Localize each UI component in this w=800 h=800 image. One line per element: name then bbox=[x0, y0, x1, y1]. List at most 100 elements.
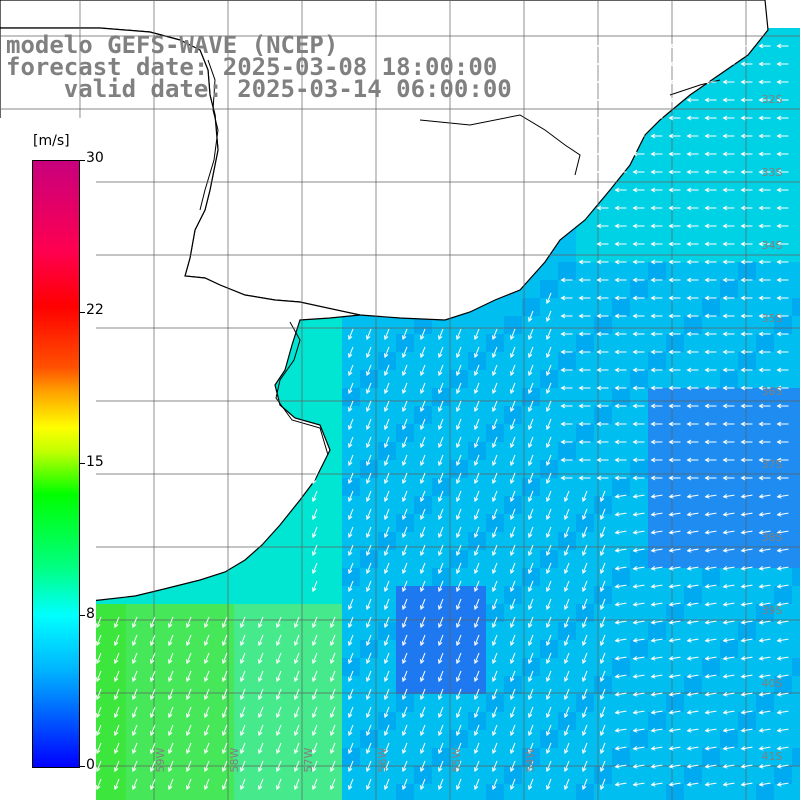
wind-arrow bbox=[419, 760, 426, 773]
wind-speed-cell bbox=[738, 694, 757, 713]
wind-speed-cell bbox=[216, 712, 235, 731]
wind-arrow bbox=[686, 746, 699, 751]
wind-speed-cell bbox=[720, 676, 739, 695]
wind-speed-cell bbox=[252, 730, 271, 749]
wind-speed-cell bbox=[630, 388, 649, 407]
wind-arrow bbox=[293, 634, 300, 647]
wind-speed-cell bbox=[576, 550, 595, 569]
wind-speed-cell bbox=[774, 388, 793, 407]
wind-arrow bbox=[95, 742, 102, 755]
wind-speed-cell bbox=[324, 730, 343, 749]
wind-speed-cell bbox=[774, 28, 793, 47]
wind-arrow bbox=[614, 566, 627, 571]
wind-arrow bbox=[383, 598, 390, 611]
wind-speed-cell bbox=[792, 244, 800, 263]
wind-arrow bbox=[131, 724, 138, 737]
wind-arrow bbox=[437, 490, 444, 503]
wind-arrow bbox=[668, 692, 681, 697]
wind-arrow bbox=[740, 674, 753, 679]
wind-speed-cell bbox=[324, 586, 343, 605]
wind-arrow bbox=[650, 277, 663, 283]
wind-arrow bbox=[275, 724, 282, 737]
wind-arrow bbox=[758, 674, 771, 679]
wind-speed-cell bbox=[684, 118, 703, 137]
wind-speed-cell bbox=[126, 640, 145, 659]
wind-speed-cell bbox=[558, 298, 577, 317]
wind-speed-cell bbox=[576, 244, 595, 263]
wind-speed-cell bbox=[360, 532, 379, 551]
wind-speed-cell bbox=[432, 388, 451, 407]
wind-speed-cell bbox=[720, 280, 739, 299]
wind-arrow bbox=[686, 439, 699, 445]
wind-speed-cell bbox=[360, 370, 379, 389]
wind-speed-cell bbox=[396, 442, 415, 461]
wind-speed-cell bbox=[792, 154, 800, 173]
wind-speed-cell bbox=[234, 694, 253, 713]
wind-speed-cell bbox=[306, 406, 325, 425]
wind-speed-cell bbox=[252, 676, 271, 695]
wind-arrow bbox=[668, 746, 681, 751]
wind-arrow bbox=[704, 331, 717, 337]
wind-speed-cell bbox=[630, 568, 649, 587]
wind-arrow bbox=[455, 598, 462, 611]
wind-arrow bbox=[365, 778, 372, 791]
wind-speed-cell bbox=[504, 568, 523, 587]
wind-speed-cell bbox=[648, 658, 667, 677]
wind-speed-cell bbox=[666, 208, 685, 227]
wind-speed-cell bbox=[234, 784, 253, 800]
wind-speed-cell bbox=[594, 586, 613, 605]
wind-arrow bbox=[686, 674, 699, 679]
wind-speed-cell bbox=[306, 586, 325, 605]
wind-speed-cell bbox=[594, 604, 613, 623]
wind-speed-cell bbox=[432, 622, 451, 641]
wind-arrow bbox=[401, 436, 408, 449]
wind-speed-cell bbox=[774, 676, 793, 695]
wind-speed-cell bbox=[486, 478, 505, 497]
wind-speed-cell bbox=[720, 640, 739, 659]
wind-arrow bbox=[167, 634, 174, 647]
wind-arrow bbox=[455, 670, 462, 683]
wind-arrow bbox=[545, 598, 552, 611]
wind-speed-cell bbox=[378, 766, 397, 785]
wind-speed-cell bbox=[720, 478, 739, 497]
wind-speed-cell bbox=[774, 622, 793, 641]
wind-arrow bbox=[509, 328, 516, 341]
wind-arrow bbox=[560, 295, 573, 301]
wind-speed-cell bbox=[270, 532, 289, 551]
wind-speed-cell bbox=[126, 622, 145, 641]
wind-arrow bbox=[632, 566, 645, 571]
wind-arrow bbox=[419, 472, 426, 485]
wind-speed-cell bbox=[270, 694, 289, 713]
wind-speed-cell bbox=[738, 190, 757, 209]
wind-speed-cell bbox=[594, 532, 613, 551]
wind-speed-cell bbox=[558, 280, 577, 299]
wind-arrow bbox=[632, 349, 645, 355]
wind-arrow bbox=[776, 439, 789, 445]
wind-speed-cell bbox=[360, 568, 379, 587]
wind-speed-cell bbox=[612, 514, 631, 533]
wind-arrow bbox=[704, 656, 717, 661]
wind-arrow bbox=[149, 634, 156, 647]
wind-speed-cell bbox=[684, 388, 703, 407]
wind-speed-cell bbox=[522, 766, 541, 785]
wind-arrow bbox=[419, 436, 426, 449]
wind-arrow bbox=[776, 115, 789, 121]
wind-speed-cell bbox=[558, 460, 577, 479]
wind-arrow bbox=[257, 706, 264, 719]
wind-speed-cell bbox=[432, 478, 451, 497]
wind-arrow bbox=[722, 277, 735, 283]
wind-arrow bbox=[668, 602, 681, 607]
wind-speed-cell bbox=[594, 766, 613, 785]
wind-speed-cell bbox=[396, 604, 415, 623]
wind-arrow bbox=[722, 530, 735, 535]
wind-speed-cell bbox=[306, 712, 325, 731]
wind-speed-cell bbox=[540, 334, 559, 353]
wind-speed-cell bbox=[468, 478, 487, 497]
wind-speed-cell bbox=[756, 352, 775, 371]
wind-speed-cell bbox=[468, 334, 487, 353]
wind-arrow bbox=[758, 61, 771, 67]
wind-arrow bbox=[491, 562, 498, 575]
wind-speed-cell bbox=[720, 460, 739, 479]
wind-arrow bbox=[740, 457, 753, 463]
wind-speed-cell bbox=[648, 478, 667, 497]
